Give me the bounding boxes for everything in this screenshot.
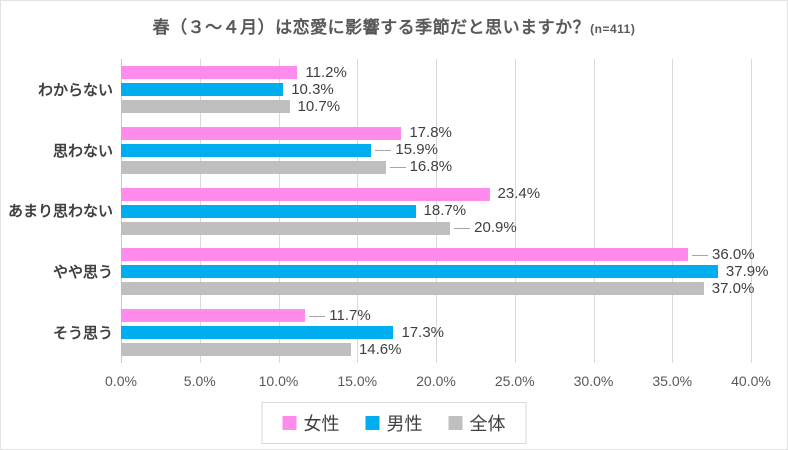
x-axis-tick-label: 5.0% <box>183 373 216 389</box>
value-label: 17.8% <box>409 124 452 142</box>
bar-女性-思わない <box>121 126 402 140</box>
bar-男性-あまり思わない <box>121 204 416 218</box>
value-label: 10.7% <box>297 97 341 115</box>
bar-全体-わからない <box>121 100 290 113</box>
leader-line <box>309 315 326 317</box>
bar-女性-あまり思わない <box>121 187 490 201</box>
bar-男性-思わない <box>121 143 372 157</box>
legend-swatch-icon <box>448 416 463 430</box>
value-label: 16.8% <box>409 158 453 176</box>
leader-line <box>454 228 471 230</box>
legend-item-男性: 男性 <box>365 410 423 436</box>
value-label: 15.9% <box>395 141 438 159</box>
value-label: 36.0% <box>712 245 755 263</box>
x-axis-tick-label: 0.0% <box>105 373 137 389</box>
x-axis-tick-label: 10.0% <box>258 373 299 389</box>
value-label: 20.9% <box>474 219 517 237</box>
category-label: わからない <box>37 81 113 99</box>
category-label: そう思う <box>52 325 113 343</box>
x-axis-tick-label: 30.0% <box>573 373 614 389</box>
gridline <box>751 59 752 363</box>
value-label: 18.7% <box>423 202 467 220</box>
bar-男性-そう思う <box>121 326 394 340</box>
gridline <box>514 59 516 363</box>
category-label: あまり思わない <box>7 203 113 221</box>
x-axis-tick-label: 35.0% <box>652 373 693 389</box>
gridline <box>436 59 437 363</box>
legend-swatch-icon <box>365 416 380 430</box>
legend-label: 全体 <box>469 414 506 434</box>
value-label: 11.2% <box>305 63 347 81</box>
bar-全体-思わない <box>121 160 386 174</box>
legend-label: 男性 <box>386 414 423 434</box>
bar-女性-やや思う <box>121 248 688 262</box>
legend-item-女性: 女性 <box>282 410 340 436</box>
gridline <box>672 59 674 363</box>
value-label: 14.6% <box>358 340 402 358</box>
category-label: 思わない <box>52 142 113 160</box>
value-label: 37.0% <box>711 279 755 297</box>
bar-全体-あまり思わない <box>121 221 451 235</box>
value-label: 11.7% <box>329 306 371 324</box>
category-label: やや思う <box>52 264 113 282</box>
bar-女性-わからない <box>121 66 298 79</box>
x-axis-tick-label: 15.0% <box>337 373 378 389</box>
value-label: 23.4% <box>497 185 541 203</box>
bar-全体-やや思う <box>121 282 704 296</box>
bar-男性-やや思う <box>121 265 718 279</box>
value-label: 37.9% <box>725 262 769 280</box>
value-label: 17.3% <box>401 323 445 341</box>
bar-男性-わからない <box>121 83 284 96</box>
leader-line <box>375 150 392 152</box>
bar-女性-そう思う <box>121 309 306 323</box>
value-label: 10.3% <box>291 80 334 98</box>
chart-title: 春（３～４月）は恋愛に影響する季節だと思いますか？(n=411) <box>1 13 787 38</box>
legend: 女性 男性 全体 <box>261 402 527 444</box>
x-axis-tick-label: 20.0% <box>416 373 456 389</box>
legend-swatch-icon <box>282 416 297 430</box>
x-axis-tick-label: 25.0% <box>494 373 535 389</box>
x-axis-tick-label: 40.0% <box>731 373 771 389</box>
legend-label: 女性 <box>303 414 340 434</box>
bar-全体-そう思う <box>121 343 351 357</box>
legend-item-全体: 全体 <box>448 410 506 436</box>
sample-size-note: (n=411) <box>590 22 636 36</box>
leader-line <box>389 167 406 169</box>
gridline <box>593 59 595 363</box>
leader-line <box>692 254 708 256</box>
chart-title-text: 春（３～４月）は恋愛に影響する季節だと思いますか？ <box>152 18 591 37</box>
